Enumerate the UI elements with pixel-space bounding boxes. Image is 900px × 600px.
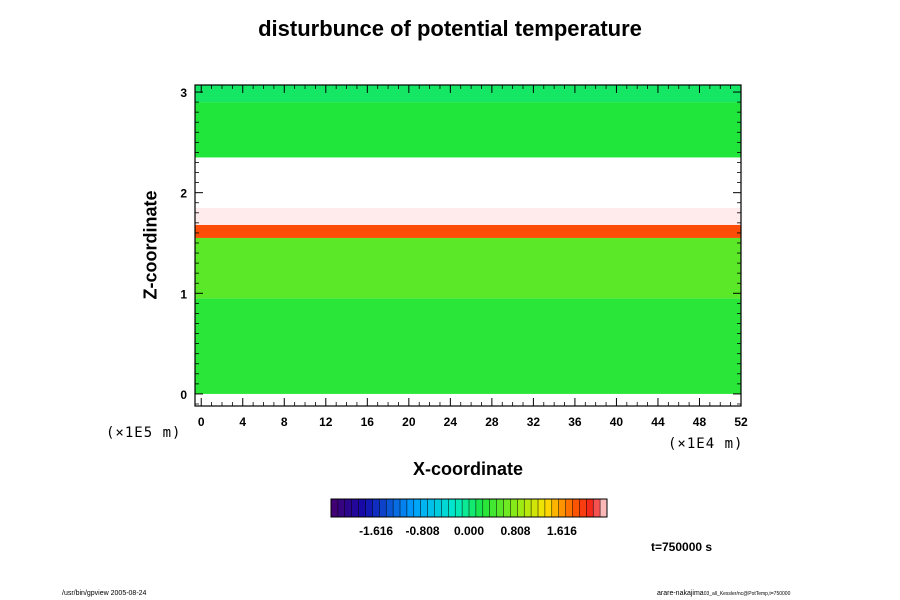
colorbar-cell xyxy=(337,499,346,517)
x-tick-label: 32 xyxy=(527,415,541,429)
colorbar-cell xyxy=(386,499,394,517)
x-tick-label: 48 xyxy=(693,415,707,429)
colorbar-cell xyxy=(593,499,601,517)
colorbar-cell xyxy=(331,499,339,517)
colorbar-cell xyxy=(372,499,380,517)
heatmap-band xyxy=(195,224,741,238)
colorbar-cell xyxy=(551,499,559,517)
x-axis: 0 4 8 12 16 20 24 28 32 36 40 44 48 52 xyxy=(198,85,748,429)
colorbar-tick-label: 0.808 xyxy=(500,524,530,538)
colorbar-cell xyxy=(448,499,456,517)
colorbar-cell xyxy=(579,499,587,517)
time-label: t=750000 s xyxy=(651,540,713,554)
colorbar-cell xyxy=(406,499,415,517)
colorbar-cell xyxy=(482,499,490,517)
colorbar-cell xyxy=(565,499,573,517)
y-axis-unit: (×1E5 m) xyxy=(106,425,182,441)
colorbar-cell xyxy=(441,499,449,517)
footer-left: /usr/bin/gpview 2005-08-24 xyxy=(62,590,147,597)
heatmap-band xyxy=(195,237,741,299)
footer-right: arare-nakajima03_all_Kessler/nc@PotTemp,… xyxy=(657,590,790,597)
colorbar-cell xyxy=(558,499,566,517)
colorbar-cell xyxy=(413,499,421,517)
colorbar: -1.616 -0.808 0.000 0.808 1.616 xyxy=(330,498,608,538)
x-tick-label: 16 xyxy=(361,415,375,429)
colorbar-tick-label: -0.808 xyxy=(406,524,440,538)
colorbar-cell xyxy=(358,499,366,517)
colorbar-cell xyxy=(469,499,477,517)
colorbar-cell xyxy=(427,499,435,517)
heatmap-band xyxy=(195,85,741,103)
x-tick-label: 4 xyxy=(239,415,246,429)
heatmap-band xyxy=(195,102,741,158)
y-tick-label: 1 xyxy=(180,287,187,301)
heatmap-band xyxy=(195,157,741,208)
colorbar-border xyxy=(330,498,608,518)
colorbar-cell xyxy=(462,499,470,517)
x-tick-label: 20 xyxy=(402,415,416,429)
x-tick-label: 40 xyxy=(610,415,624,429)
y-tick-label: 2 xyxy=(180,187,187,201)
heatmap-field xyxy=(195,85,741,394)
colorbar-cell xyxy=(455,499,463,517)
y-tick-label: 0 xyxy=(180,388,187,402)
colorbar-cell xyxy=(572,499,580,517)
footer-right-main: arare-nakajima xyxy=(657,590,704,597)
colorbar-cell xyxy=(344,499,352,517)
colorbar-cell xyxy=(600,499,608,517)
colorbar-cell xyxy=(544,499,553,517)
colorbar-cell xyxy=(379,499,387,517)
heatmap-band xyxy=(195,207,741,225)
colorbar-cell xyxy=(351,499,359,517)
x-tick-label: 0 xyxy=(198,415,205,429)
colorbar-tick-label: 0.000 xyxy=(454,524,484,538)
x-tick-label: 8 xyxy=(281,415,288,429)
heatmap-band xyxy=(195,298,741,394)
colorbar-tick-label: 1.616 xyxy=(547,524,577,538)
colorbar-cell xyxy=(586,499,594,517)
x-tick-label: 36 xyxy=(568,415,582,429)
colorbar-cell xyxy=(393,499,401,517)
colorbar-cell xyxy=(510,499,518,517)
x-tick-label: 28 xyxy=(485,415,499,429)
colorbar-tick-label: -1.616 xyxy=(359,524,393,538)
x-tick-label: 52 xyxy=(734,415,748,429)
colorbar-cell xyxy=(365,499,373,517)
colorbar-cell xyxy=(475,499,484,517)
plot-frame xyxy=(194,84,742,407)
x-axis-unit: (×1E4 m) xyxy=(668,436,744,452)
colorbar-cell xyxy=(400,499,408,517)
colorbar-cell xyxy=(496,499,504,517)
colorbar-cell xyxy=(517,499,525,517)
colorbar-cell xyxy=(434,499,442,517)
plot-border xyxy=(194,84,742,407)
colorbar-cell xyxy=(538,499,546,517)
y-tick-label: 3 xyxy=(180,86,187,100)
chart-title: disturbunce of potential temperature xyxy=(258,16,642,41)
x-axis-label: X-coordinate xyxy=(412,459,523,479)
colorbar-cell xyxy=(489,499,497,517)
x-tick-label: 44 xyxy=(651,415,665,429)
colorbar-cell xyxy=(420,499,428,517)
colorbar-cell xyxy=(531,499,539,517)
colorbar-cell xyxy=(524,499,532,517)
x-tick-label: 24 xyxy=(444,415,458,429)
footer-right-sub: 03_all_Kessler/nc@PotTemp,t=750000 xyxy=(703,591,791,597)
x-tick-label: 12 xyxy=(319,415,333,429)
y-axis: 0 1 2 3 xyxy=(180,86,741,405)
colorbar-cell xyxy=(503,499,511,517)
y-axis-label: Z-coordinate xyxy=(140,190,161,300)
